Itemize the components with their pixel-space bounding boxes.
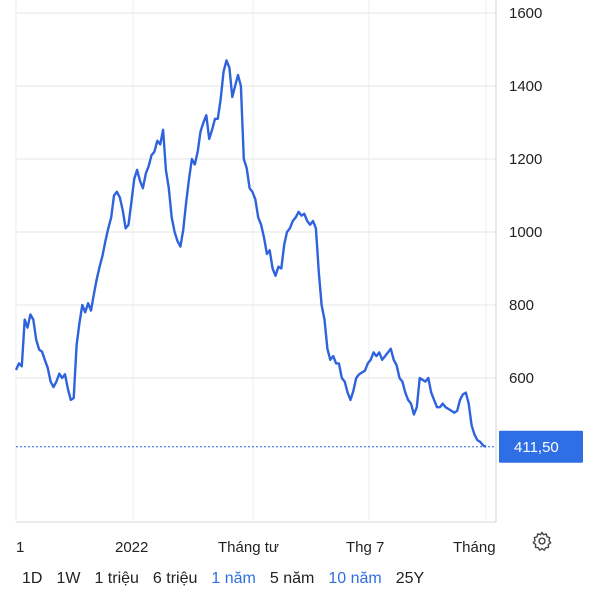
- y-tick-label: 1600: [509, 5, 542, 22]
- x-tick-label: Tháng: [453, 539, 496, 556]
- price-line: [14, 59, 487, 448]
- y-tick-label: 1400: [509, 78, 542, 95]
- grid-layer: [15, 0, 497, 523]
- range-option[interactable]: 1W: [56, 570, 81, 587]
- range-option[interactable]: 25Y: [395, 570, 425, 587]
- gear-icon[interactable]: [531, 530, 553, 552]
- x-tick-label: Thg 7: [346, 539, 384, 556]
- y-axis-ticks: 600 800 1000 1200 1400 1600: [509, 5, 542, 387]
- range-option[interactable]: 1D: [22, 570, 43, 587]
- y-tick-label: 600: [509, 370, 534, 387]
- x-tick-label: 2022: [115, 539, 148, 556]
- y-tick-label: 1200: [509, 151, 542, 168]
- last-value-label: 411,50: [514, 439, 559, 456]
- range-selector: 1D 1W 1 triệu 6 triệu 1 năm 5 năm 10 năm 25Y: [22, 570, 438, 592]
- range-option[interactable]: 5 năm: [269, 570, 315, 587]
- y-tick-label: 1000: [509, 224, 542, 241]
- range-option[interactable]: 10 năm: [328, 570, 382, 587]
- x-axis-ticks: 1 2022 Tháng tư Thg 7 Tháng: [16, 539, 496, 556]
- range-option[interactable]: 1 triệu: [94, 570, 139, 587]
- y-tick-label: 800: [509, 297, 534, 314]
- x-tick-label: Tháng tư: [218, 539, 279, 556]
- range-option[interactable]: 6 triệu: [152, 570, 198, 587]
- series-layer: [14, 59, 487, 448]
- last-value-marker: 411,50: [16, 430, 583, 463]
- range-option[interactable]: 1 năm: [211, 570, 256, 587]
- x-tick-label: 1: [16, 539, 24, 556]
- last-value-badge: [499, 430, 583, 463]
